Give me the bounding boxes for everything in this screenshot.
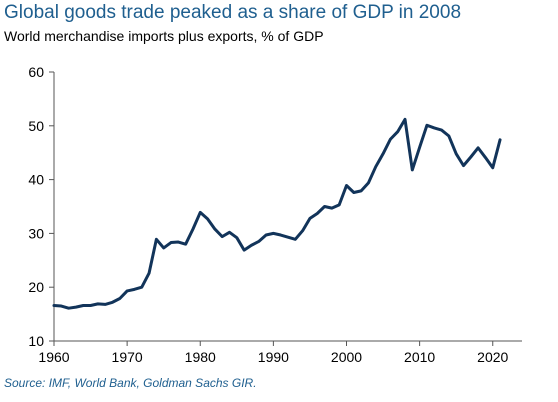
x-tick-label: 2020 [477, 349, 508, 365]
x-tick-label: 1970 [112, 349, 143, 365]
y-tick-label: 60 [28, 64, 44, 80]
chart-subtitle: World merchandise imports plus exports, … [4, 28, 324, 44]
source-note: Source: IMF, World Bank, Goldman Sachs G… [4, 376, 257, 390]
y-tick-labels: 10 20 30 40 50 60 [28, 64, 44, 349]
y-tick-label: 30 [28, 225, 44, 241]
x-tick-label: 2000 [331, 349, 362, 365]
chart-axes [49, 71, 522, 346]
x-tick-label: 1990 [258, 349, 289, 365]
x-tick-label: 1980 [185, 349, 216, 365]
y-tick-label: 50 [28, 118, 44, 134]
y-tick-label: 10 [28, 333, 44, 349]
y-tick-label: 40 [28, 172, 44, 188]
series-line [52, 117, 502, 310]
x-tick-label: 2010 [404, 349, 435, 365]
chart-title: Global goods trade peaked as a share of … [4, 2, 462, 23]
x-tick-labels: 1960 1970 1980 1990 2000 2010 2020 [38, 349, 508, 365]
x-tick-label: 1960 [38, 349, 69, 365]
y-tick-label: 20 [28, 279, 44, 295]
